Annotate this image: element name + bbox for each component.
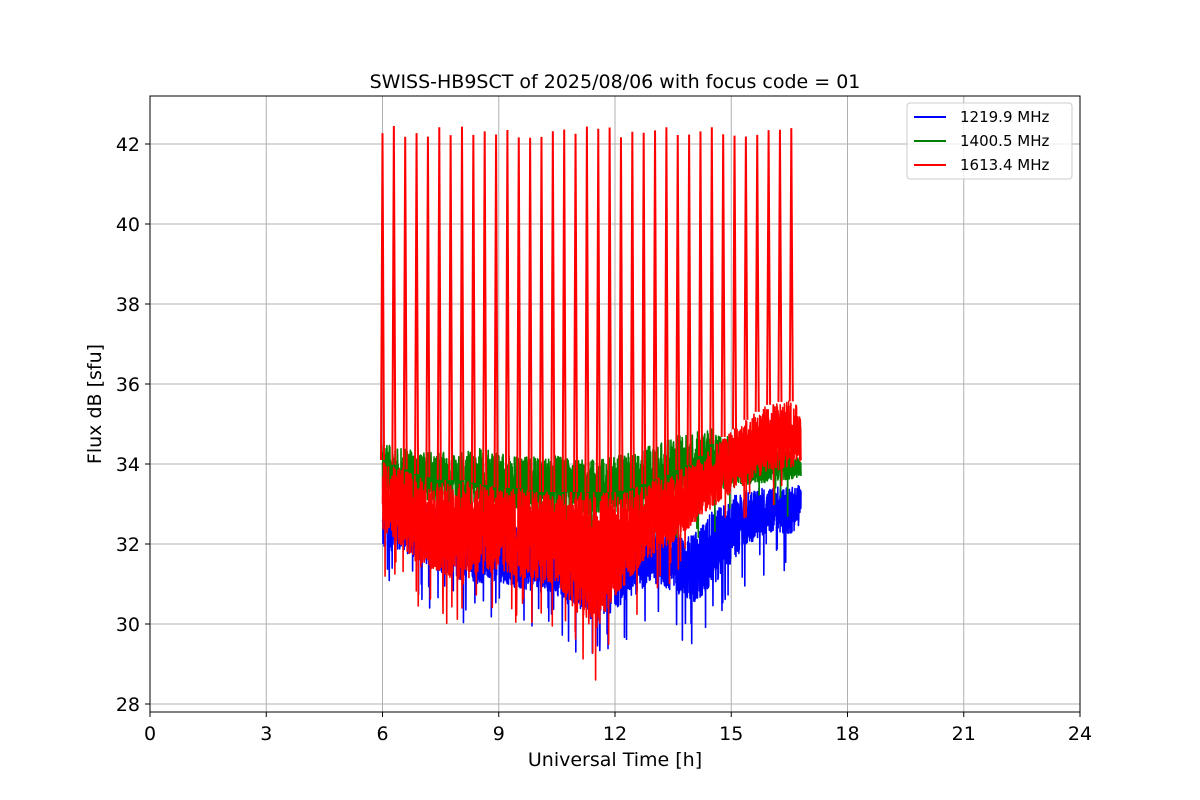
x-tick-label: 18 bbox=[835, 723, 859, 745]
spike-mark bbox=[754, 134, 760, 412]
y-tick-label: 28 bbox=[116, 694, 140, 716]
spike-mark bbox=[391, 126, 397, 465]
legend-label: 1219.9 MHz bbox=[960, 108, 1049, 126]
x-tick-label: 6 bbox=[376, 723, 388, 745]
spike-mark bbox=[618, 137, 624, 491]
y-axis: 28 30 32 34 36 38 40 42 bbox=[116, 134, 150, 716]
spike-mark bbox=[743, 136, 749, 420]
spike-mark bbox=[425, 136, 431, 478]
y-tick-label: 30 bbox=[116, 614, 140, 636]
y-tick-label: 42 bbox=[116, 134, 140, 156]
spike-mark bbox=[561, 129, 567, 493]
spike-mark bbox=[448, 135, 454, 481]
series-line-3 bbox=[381, 400, 802, 681]
x-axis: 0 3 6 9 12 15 18 21 24 bbox=[144, 712, 1092, 745]
spike-mark bbox=[652, 130, 658, 480]
x-axis-label: Universal Time [h] bbox=[528, 749, 702, 771]
spike-mark bbox=[573, 133, 579, 493]
legend-label: 1400.5 MHz bbox=[960, 132, 1049, 150]
y-tick-label: 38 bbox=[116, 294, 140, 316]
y-tick-label: 32 bbox=[116, 534, 140, 556]
y-axis-label: Flux dB [sfu] bbox=[84, 344, 106, 464]
x-tick-label: 21 bbox=[952, 723, 976, 745]
y-tick-label: 40 bbox=[116, 214, 140, 236]
spike-mark bbox=[709, 127, 715, 445]
spike-mark bbox=[516, 137, 522, 489]
spike-mark bbox=[493, 134, 499, 488]
spike-mark bbox=[686, 134, 692, 466]
spike-mark bbox=[459, 126, 465, 481]
spike-mark bbox=[527, 137, 533, 491]
y-tick-label: 36 bbox=[116, 374, 140, 396]
spike-mark bbox=[538, 136, 544, 493]
legend-label: 1613.4 MHz bbox=[960, 156, 1049, 174]
x-tick-label: 24 bbox=[1068, 723, 1092, 745]
y-tick-label: 34 bbox=[116, 454, 140, 476]
spike-mark bbox=[629, 131, 635, 489]
spike-mark bbox=[675, 135, 681, 471]
spike-mark bbox=[380, 133, 385, 461]
spike-mark bbox=[788, 128, 794, 402]
legend: 1219.9 MHz 1400.5 MHz 1613.4 MHz bbox=[906, 102, 1073, 180]
spike-mark bbox=[584, 126, 590, 493]
spike-mark bbox=[777, 129, 783, 402]
spike-mark bbox=[414, 133, 420, 475]
spike-mark bbox=[732, 135, 738, 430]
spike-mark bbox=[641, 132, 647, 485]
spike-mark bbox=[663, 127, 669, 475]
spike-mark bbox=[720, 134, 726, 438]
legend-box bbox=[906, 102, 1073, 180]
spike-mark bbox=[766, 130, 772, 405]
spike-mark bbox=[402, 136, 408, 470]
x-tick-label: 3 bbox=[260, 723, 272, 745]
spike-mark bbox=[697, 131, 703, 456]
x-tick-label: 12 bbox=[603, 723, 627, 745]
chart-title: SWISS-HB9SCT of 2025/08/06 with focus co… bbox=[370, 71, 861, 93]
x-tick-label: 0 bbox=[144, 723, 156, 745]
spike-mark bbox=[504, 129, 510, 489]
spike-mark bbox=[607, 127, 613, 493]
spike-mark bbox=[470, 134, 476, 483]
x-tick-label: 9 bbox=[493, 723, 505, 745]
x-tick-label: 15 bbox=[719, 723, 743, 745]
spike-mark bbox=[550, 131, 556, 493]
spike-mark bbox=[436, 127, 442, 480]
spike-mark bbox=[482, 131, 488, 486]
spike-mark bbox=[595, 128, 601, 493]
series-area bbox=[380, 126, 802, 681]
